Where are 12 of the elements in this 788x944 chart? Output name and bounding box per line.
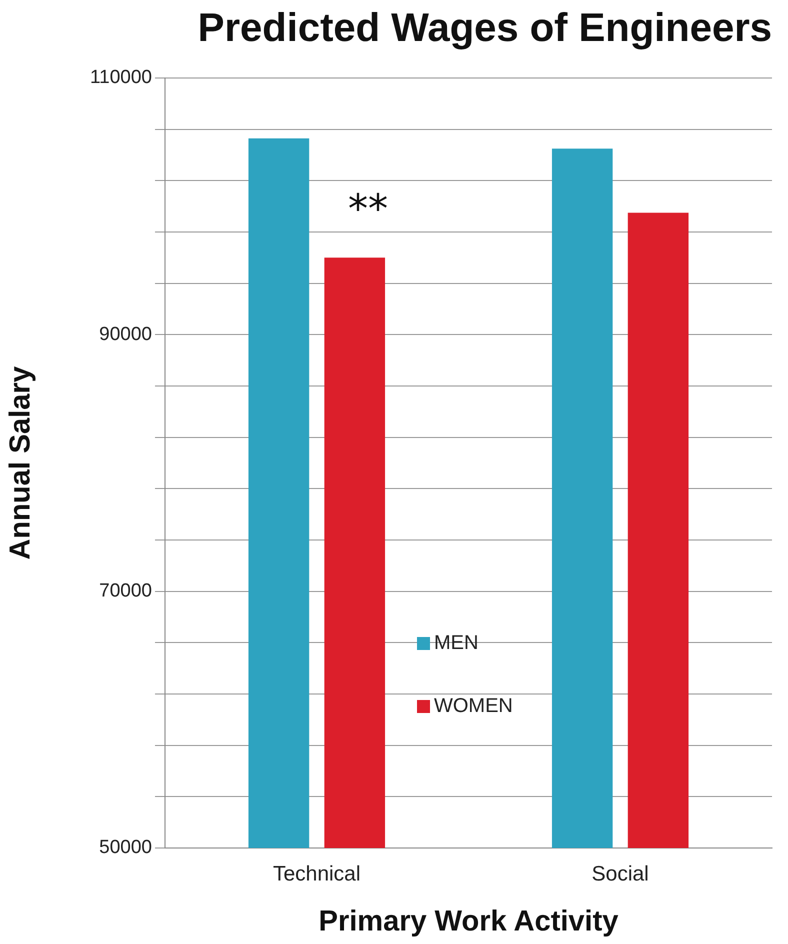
y-tick-label: 90000 bbox=[99, 324, 152, 345]
annotation: ** bbox=[348, 186, 388, 232]
legend-label: WOMEN bbox=[434, 695, 513, 718]
y-axis-title: Annual Salary bbox=[4, 366, 36, 560]
legend-label: MEN bbox=[434, 632, 478, 655]
x-tick-label: Social bbox=[592, 862, 649, 886]
x-axis-title: Primary Work Activity bbox=[318, 906, 618, 938]
x-tick-label: Technical bbox=[272, 862, 361, 886]
y-tick-label: 70000 bbox=[99, 580, 152, 602]
y-tick-label: 50000 bbox=[99, 837, 152, 858]
y-tick-label: 110000 bbox=[90, 67, 152, 88]
chart-title: Predicted Wages of Engineers bbox=[198, 6, 772, 50]
